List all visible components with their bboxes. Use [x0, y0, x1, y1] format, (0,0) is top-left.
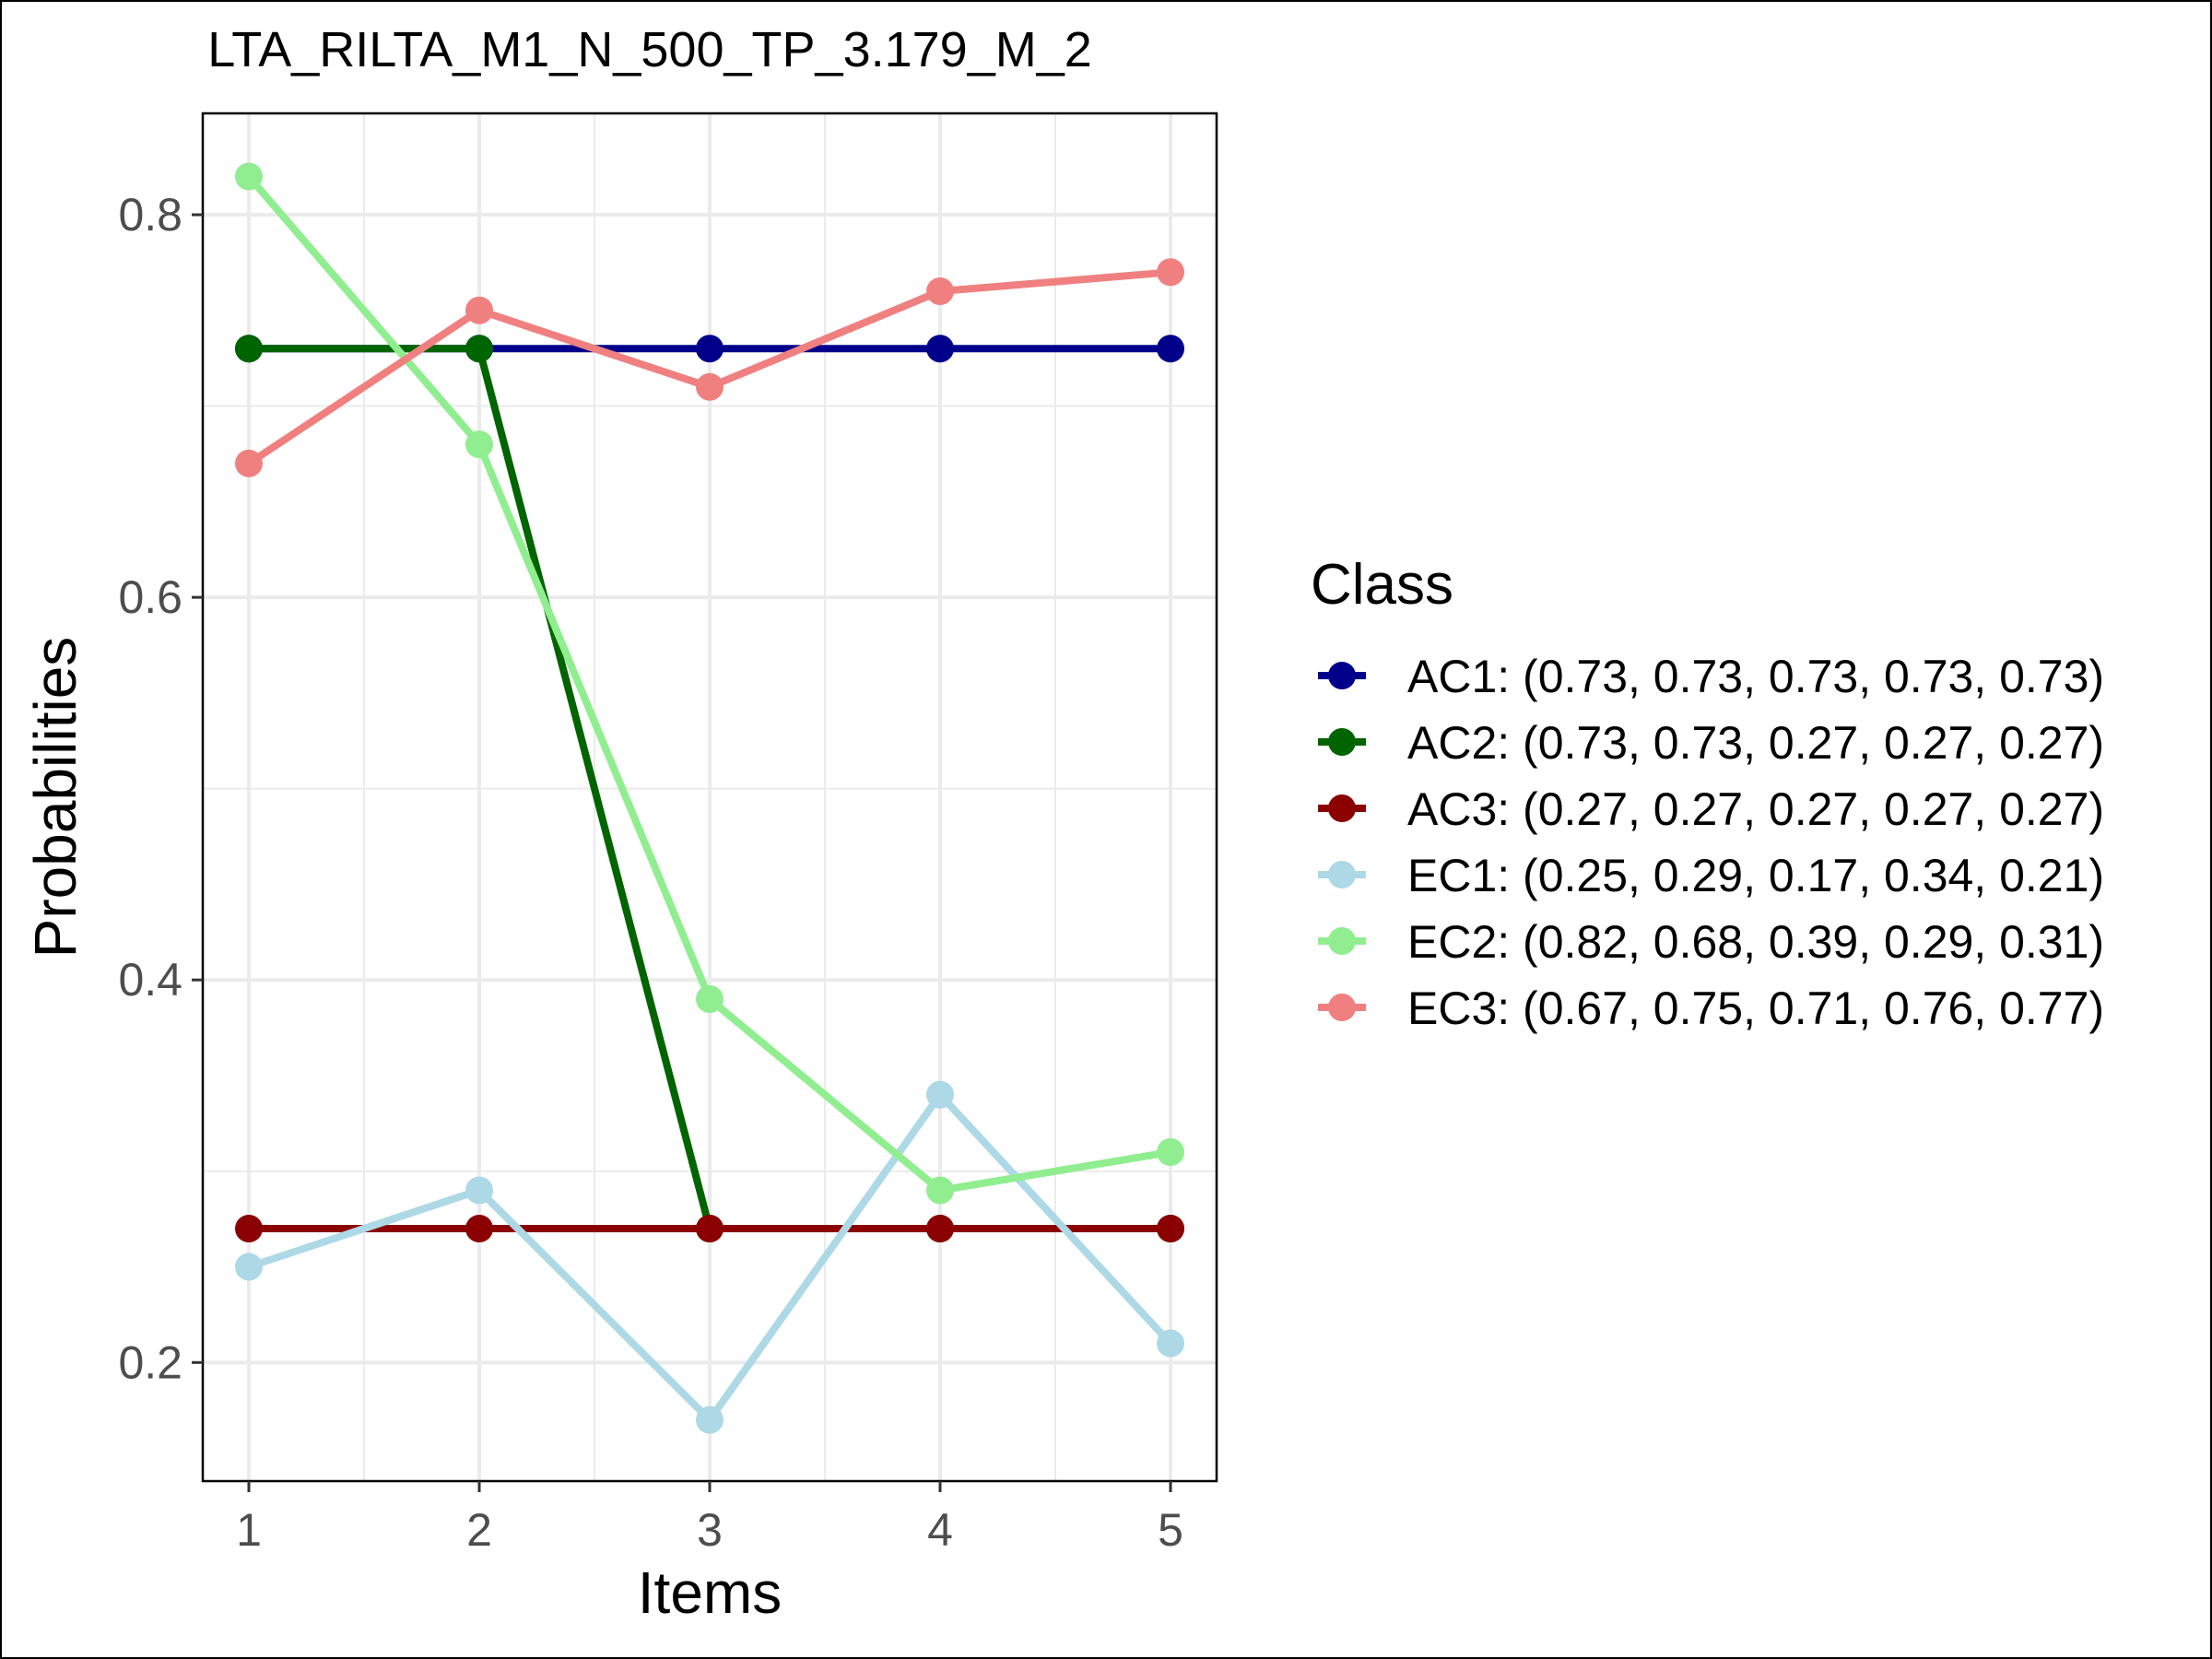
- data-point-ec3: [1157, 258, 1184, 287]
- x-axis-ticks: 1 2 3 4 5: [236, 1481, 1183, 1556]
- data-point-ec1: [1157, 1329, 1184, 1358]
- data-point-ec3: [235, 449, 263, 477]
- data-point-ac3: [696, 1215, 724, 1243]
- data-point-ac3: [926, 1215, 954, 1243]
- legend-label: EC2: (0.82, 0.68, 0.39, 0.29, 0.31): [1407, 916, 2104, 968]
- data-point-ac2: [465, 335, 493, 363]
- data-point-ec3: [926, 277, 954, 306]
- data-point-ec3: [465, 296, 493, 324]
- data-point-ac1: [696, 335, 724, 363]
- legend-title: Class: [1311, 553, 1453, 617]
- x-tick-label: 3: [697, 1504, 723, 1556]
- y-axis-title: Probabilities: [22, 637, 88, 959]
- data-point-ec1: [926, 1080, 954, 1109]
- x-tick-label: 4: [927, 1504, 953, 1556]
- grid: [203, 113, 1217, 1481]
- legend-key-point: [1328, 927, 1356, 955]
- legend-key-point: [1328, 861, 1356, 888]
- data-point-ec1: [465, 1176, 493, 1205]
- data-point-ec2: [696, 984, 724, 1013]
- legend: Class AC1: (0.73, 0.73, 0.73, 0.73, 0.73…: [1311, 553, 2104, 1034]
- y-tick-label: 0.8: [118, 189, 182, 241]
- legend-label: AC2: (0.73, 0.73, 0.27, 0.27, 0.27): [1407, 717, 2104, 769]
- y-axis-ticks: 0.2 0.4 0.6 0.8: [118, 189, 203, 1388]
- data-point-ec2: [465, 430, 493, 459]
- data-point-ac3: [465, 1215, 493, 1243]
- x-tick-label: 2: [466, 1504, 492, 1556]
- x-tick-label: 1: [236, 1504, 262, 1556]
- legend-key-point: [1328, 728, 1356, 756]
- y-tick-label: 0.4: [118, 954, 182, 1006]
- data-point-ec1: [696, 1406, 724, 1434]
- data-point-ac1: [926, 335, 954, 363]
- data-point-ac1: [1157, 335, 1184, 363]
- data-point-ec3: [696, 372, 724, 401]
- legend-label: EC1: (0.25, 0.29, 0.17, 0.34, 0.21): [1407, 850, 2104, 901]
- legend-key-point: [1328, 794, 1356, 822]
- x-axis-title: Items: [638, 1559, 782, 1626]
- data-point-ec2: [926, 1176, 954, 1205]
- legend-label: AC3: (0.27, 0.27, 0.27, 0.27, 0.27): [1407, 783, 2104, 835]
- legend-label: AC1: (0.73, 0.73, 0.73, 0.73, 0.73): [1407, 651, 2104, 702]
- legend-label: EC3: (0.67, 0.75, 0.71, 0.76, 0.77): [1407, 982, 2104, 1034]
- data-point-ac3: [1157, 1215, 1184, 1243]
- legend-items: AC1: (0.73, 0.73, 0.73, 0.73, 0.73) AC2: …: [1318, 651, 2104, 1034]
- y-tick-label: 0.6: [118, 571, 182, 623]
- y-tick-label: 0.2: [118, 1336, 182, 1388]
- legend-key-point: [1328, 662, 1356, 689]
- chart-title: LTA_RILTA_M1_N_500_TP_3.179_M_2: [207, 22, 1092, 77]
- data-point-ec1: [235, 1253, 263, 1281]
- data-point-ec2: [1157, 1138, 1184, 1167]
- data-point-ec2: [235, 162, 263, 191]
- x-tick-label: 5: [1158, 1504, 1183, 1556]
- legend-key-point: [1328, 994, 1356, 1021]
- data-point-ac3: [235, 1215, 263, 1243]
- data-point-ac2: [235, 335, 263, 363]
- series-group: [235, 162, 1184, 1434]
